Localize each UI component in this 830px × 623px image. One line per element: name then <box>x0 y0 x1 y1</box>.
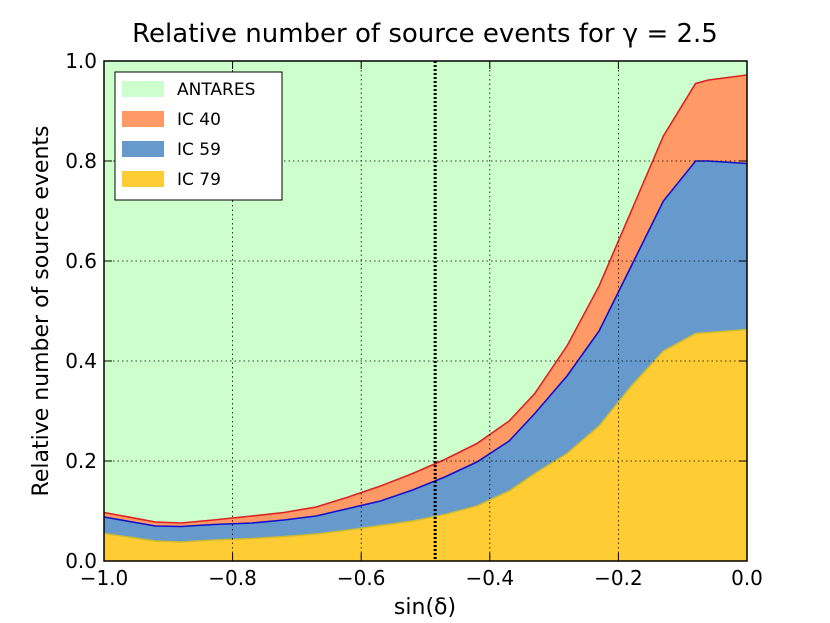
y-tick-label: 0.0 <box>65 549 97 573</box>
x-tick-label: −0.4 <box>466 566 515 590</box>
chart-title: Relative number of source events for γ =… <box>132 19 718 49</box>
legend-swatch-antares <box>122 81 164 97</box>
x-axis-label: sin(δ) <box>394 595 456 620</box>
plot-frame <box>103 60 748 562</box>
legend-label-ic-79: IC 79 <box>177 170 221 190</box>
axis-ticks: −1.0 −0.8 −0.6 −0.4 −0.2 0.0 0.0 0.2 0.4 0.6 0.8 1.… <box>65 49 763 590</box>
legend-swatch-ic-40 <box>122 111 164 127</box>
legend-label-ic-59: IC 59 <box>177 140 221 160</box>
x-tick-label: 0.0 <box>731 566 763 590</box>
y-tick-label: 0.8 <box>65 149 97 173</box>
x-tick-label: −0.8 <box>208 566 257 590</box>
x-tick-label: −0.2 <box>594 566 643 590</box>
area-ic-79 <box>104 329 747 561</box>
x-tick-label: −1.0 <box>80 566 129 590</box>
legend-swatch-ic-79 <box>122 171 164 187</box>
legend: ANTARES IC 40 IC 59 IC 79 <box>114 71 283 201</box>
y-tick-label: 0.2 <box>65 449 97 473</box>
y-tick-label: 0.4 <box>65 349 97 373</box>
line-ic-59 <box>103 160 748 528</box>
line-ic-79 <box>103 328 748 543</box>
line-ic-40 <box>103 74 748 524</box>
legend-swatch-ic-59 <box>122 141 164 157</box>
y-axis-label: Relative number of source events <box>29 126 54 497</box>
legend-label-antares: ANTARES <box>177 80 255 100</box>
y-tick-label: 1.0 <box>65 49 97 73</box>
legend-label-ic-40: IC 40 <box>177 110 221 130</box>
y-tick-label: 0.6 <box>65 249 97 273</box>
gridlines <box>104 61 747 561</box>
x-tick-label: −0.6 <box>337 566 386 590</box>
